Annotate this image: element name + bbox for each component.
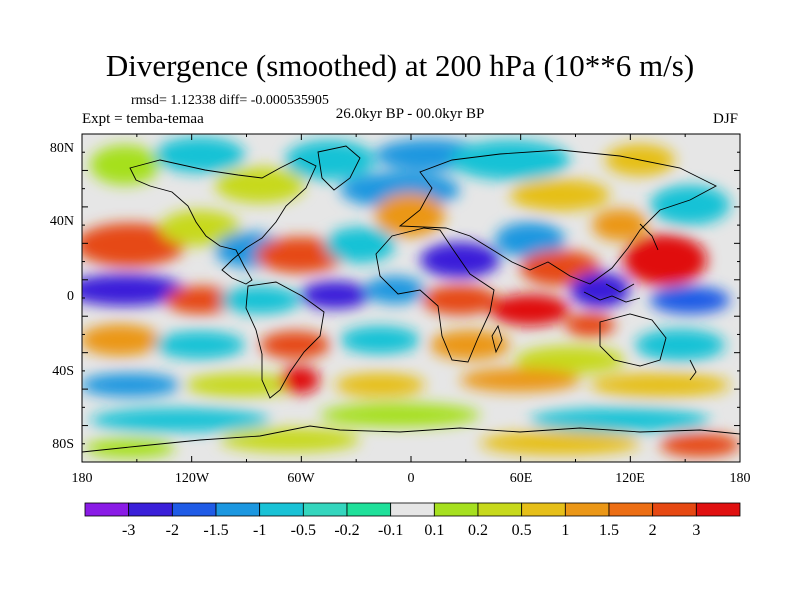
lon-label-60e: 60E	[510, 471, 533, 486]
lat-label-0: 0	[67, 289, 74, 304]
colorbar-label: -0.2	[334, 522, 359, 539]
colorbar-swatch	[433, 502, 479, 517]
colorbar-swatch	[695, 502, 741, 517]
colorbar-swatch	[477, 502, 523, 517]
colorbar-swatch	[652, 502, 697, 517]
colorbar-label: -1.5	[203, 522, 228, 539]
colorbar-swatch	[608, 502, 654, 517]
colorbar-label: 1	[561, 522, 569, 539]
lon-label-180w: 180	[72, 471, 93, 486]
colorbar-label: 0.5	[512, 522, 532, 539]
period-label: 26.0kyr BP - 00.0kyr BP	[335, 106, 485, 122]
colorbar-swatch	[215, 502, 261, 517]
longitude-labels: 180 120W 60W 0 60E 120E 180	[72, 471, 751, 486]
colorbar-labels: -3 -2 -1.5 -1 -0.5 -0.2 -0.1 0.1 0.2 0.5 1 1.5 2 3	[122, 522, 700, 539]
lat-label-40s: 40S	[52, 364, 74, 379]
colorbar-label: -0.5	[291, 522, 316, 539]
colorbar-swatch	[84, 502, 130, 517]
stats-line: rmsd= 1.12338 diff= -0.000535905	[131, 93, 329, 108]
season-label: DJF	[713, 111, 739, 127]
lon-label-180e: 180	[730, 471, 751, 486]
colorbar-label: 1.5	[599, 522, 619, 539]
colorbar-label: -1	[253, 522, 266, 539]
lon-label-60w: 60W	[287, 471, 315, 486]
lon-label-120e: 120E	[615, 471, 645, 486]
divergence-field	[82, 134, 740, 462]
colorbar-label: 0.2	[468, 522, 488, 539]
plot-title: Divergence (smoothed) at 200 hPa (10**6 …	[105, 48, 695, 83]
colorbar-label: 2	[649, 522, 657, 539]
colorbar-swatch	[564, 502, 610, 517]
coastlines	[82, 145, 740, 453]
experiment-label: Expt = temba-temaa	[82, 111, 204, 127]
colorbar-label: 3	[692, 522, 700, 539]
colorbar-label: -2	[166, 522, 179, 539]
colorbar-label: -0.1	[378, 522, 403, 539]
colorbar-swatch	[346, 502, 392, 517]
lat-label-80n: 80N	[50, 141, 74, 156]
axis-ticks	[81, 133, 741, 463]
colorbar-swatch	[171, 502, 217, 517]
colorbar-swatch	[390, 502, 435, 517]
colorbar	[84, 502, 741, 517]
colorbar-swatch	[259, 502, 304, 517]
colorbar-swatch	[128, 502, 173, 517]
lat-label-40n: 40N	[50, 214, 74, 229]
colorbar-swatch	[302, 502, 348, 517]
colorbar-label: -3	[122, 522, 135, 539]
lon-label-120w: 120W	[175, 471, 210, 486]
lon-label-0: 0	[408, 471, 415, 486]
latitude-labels: 80N 40N 0 40S 80S	[50, 141, 74, 452]
colorbar-swatch	[521, 502, 566, 517]
lat-label-80s: 80S	[52, 437, 74, 452]
colorbar-label: 0.1	[424, 522, 444, 539]
